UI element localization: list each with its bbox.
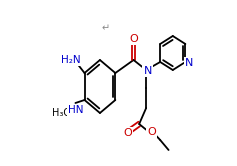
Text: O: O <box>129 34 138 44</box>
Text: O: O <box>123 128 132 138</box>
Text: H₂N: H₂N <box>61 55 81 65</box>
Text: ↵: ↵ <box>101 23 109 33</box>
Text: HN: HN <box>68 105 83 115</box>
Text: N: N <box>185 58 193 68</box>
Text: N: N <box>143 66 152 76</box>
Text: H₃C: H₃C <box>52 108 70 118</box>
Text: O: O <box>147 127 156 137</box>
